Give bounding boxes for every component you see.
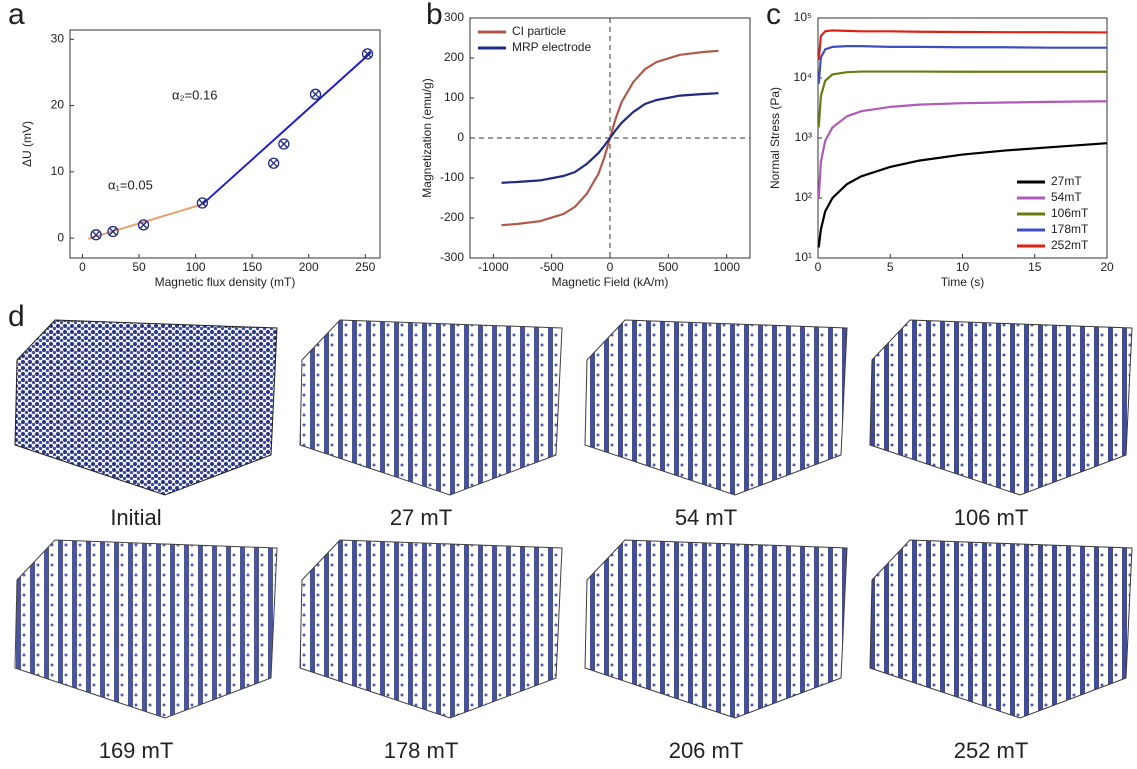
x-tick-label: 150 [242,260,262,274]
data-point [107,225,119,238]
x-tick-label: 0 [79,260,86,274]
caption: 169 mT [99,738,174,763]
plot-frame [69,29,381,259]
caption: 27 mT [390,505,452,530]
y-tick-label: -300 [440,250,464,264]
x-tick-label: 15 [1028,260,1042,274]
y-tick-label: 30 [51,31,65,45]
annotation: α₂=0.16 [172,87,217,102]
y-tick-label: 100 [444,90,464,104]
data-point [90,229,102,241]
x-tick-label: 1000 [713,260,740,274]
series-line [817,100,1108,199]
x-tick-label: 5 [887,260,894,274]
fit-line [201,51,372,206]
legend-label: CI particle [512,24,566,38]
legend-label: MRP electrode [512,40,591,54]
x-tick-label: 500 [658,260,678,274]
x-tick-label: -1000 [478,260,509,274]
series-line [501,92,719,184]
data-point [137,219,150,231]
y-tick-label: 10³ [795,130,812,144]
simulation-image [14,319,278,496]
legend-label: 252mT [1051,238,1089,252]
y-tick-label: 0 [57,230,64,244]
legend-label: 27mT [1051,174,1082,188]
data-point [196,197,209,209]
legend-label: 178mT [1051,222,1089,236]
y-tick-label: 300 [444,10,464,24]
y-axis-title: Normal Stress (Pa) [768,87,782,189]
series-line [817,70,1107,128]
simulation-image [584,539,848,719]
simulation-image [299,319,563,496]
panel-label: b [426,0,443,31]
panel-label: a [8,0,25,31]
series-line [817,29,1108,61]
x-tick-label: 20 [1100,260,1114,274]
fit-line [87,203,203,240]
annotation: α₁=0.05 [108,177,153,192]
panel-label: d [8,300,25,333]
x-tick-label: 100 [186,260,206,274]
x-axis-title: Time (s) [941,275,985,289]
x-tick-label: 0 [607,260,614,274]
caption: 54 mT [675,505,737,530]
y-axis-title: Magnetization (emu/g) [420,78,434,197]
y-tick-label: 10¹ [795,250,812,264]
x-tick-label: 250 [355,260,375,274]
y-tick-label: -100 [440,170,464,184]
caption: 106 mT [954,505,1029,530]
simulation-image [584,319,848,496]
x-tick-label: -500 [540,260,564,274]
y-axis-title: ΔU (mV) [20,121,34,167]
caption: Initial [110,505,161,530]
y-tick-label: 10² [795,190,812,204]
caption: 252 mT [954,738,1029,763]
series-line [817,45,1107,84]
simulation-image [869,319,1133,496]
simulation-image [299,539,563,719]
series-line [817,142,1108,248]
y-tick-label: 10 [51,164,65,178]
x-tick-label: 10 [956,260,970,274]
data-point [268,157,280,169]
y-tick-label: 20 [51,98,65,112]
simulation-image [14,539,278,719]
data-point [309,88,322,100]
data-point [361,48,374,60]
data-point [278,138,290,150]
y-tick-label: 10⁴ [793,70,812,84]
y-tick-label: 0 [457,130,464,144]
x-tick-label: 0 [815,260,822,274]
x-tick-label: 50 [132,260,146,274]
y-tick-label: -200 [440,210,464,224]
x-axis-title: Magnetic flux density (mT) [155,275,296,289]
legend-label: 106mT [1051,206,1089,220]
x-tick-label: 200 [299,260,319,274]
legend-label: 54mT [1051,190,1082,204]
panel-label: c [766,0,781,31]
y-tick-label: 10⁵ [794,10,812,24]
x-axis-title: Magnetic Field (kA/m) [552,275,669,289]
simulation-image [869,539,1133,719]
caption: 206 mT [669,738,744,763]
caption: 178 mT [384,738,459,763]
y-tick-label: 200 [444,50,464,64]
